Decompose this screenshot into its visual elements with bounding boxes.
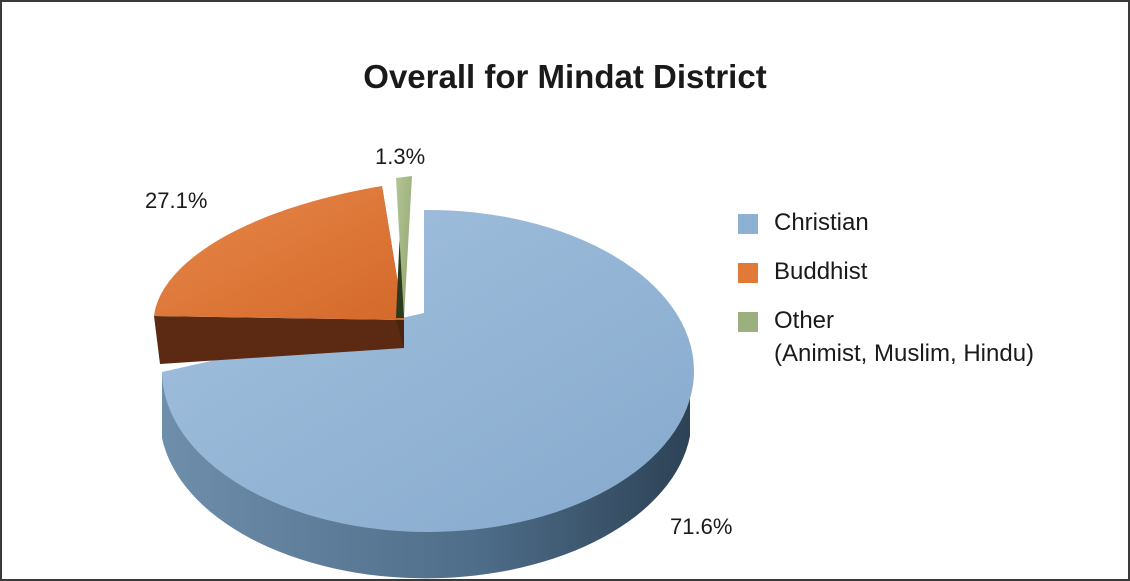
data-label-other: 1.3% [375, 144, 426, 169]
slice-other [396, 176, 412, 318]
legend-label-christian: Christian [774, 209, 869, 236]
legend-swatch-other [738, 312, 758, 332]
legend-sublabel-other: (Animist, Muslim, Hindu) [774, 340, 1035, 367]
legend-item-buddhist: Buddhist [738, 255, 1034, 288]
slice-buddhist-side-front [154, 316, 404, 364]
slice-buddhist [154, 186, 404, 320]
legend: Christian Buddhist Other (Animist, Musli… [738, 206, 1034, 386]
legend-item-other: Other (Animist, Muslim, Hindu) [738, 304, 1034, 370]
legend-text-other: Other (Animist, Muslim, Hindu) [774, 304, 1034, 370]
data-label-buddhist: 27.1% [145, 188, 208, 213]
legend-label-other: Other [774, 307, 835, 334]
legend-item-christian: Christian [738, 206, 1034, 239]
legend-swatch-christian [738, 214, 758, 234]
slice-christian [162, 209, 694, 532]
chart-title: Overall for Mindat District [363, 58, 767, 95]
data-label-christian: 71.6% [670, 514, 733, 539]
slice-christian-side [162, 370, 690, 579]
legend-label-buddhist: Buddhist [774, 258, 868, 285]
legend-swatch-buddhist [738, 263, 758, 283]
